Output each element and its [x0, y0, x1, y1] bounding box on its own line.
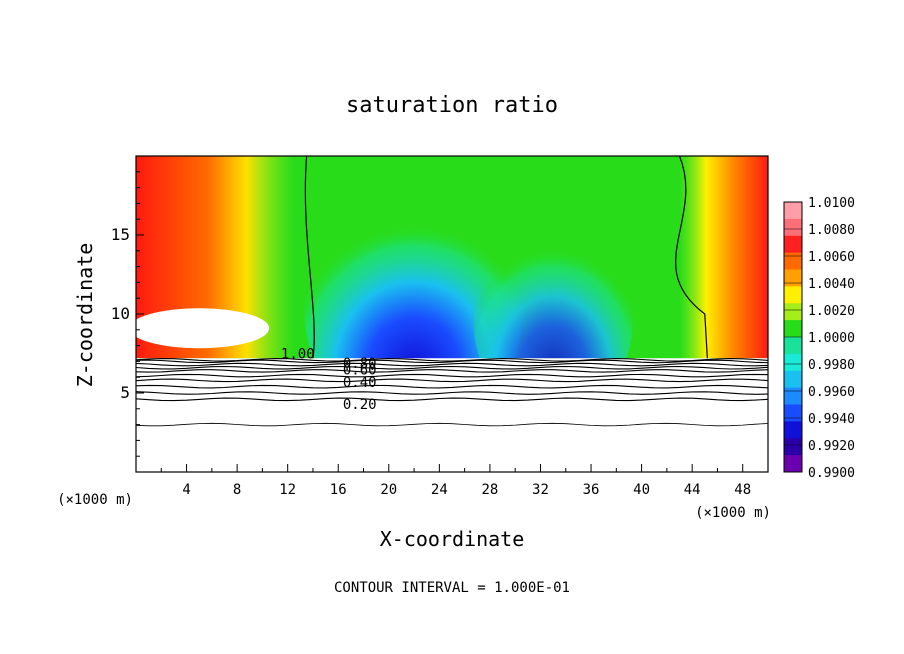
- y-tick-label: 15: [111, 225, 130, 244]
- warm-region-right: [679, 156, 768, 359]
- x-tick-label: 48: [734, 482, 751, 498]
- x-tick-label: 44: [684, 482, 701, 498]
- x-unit-label-right: (×1000 m): [695, 505, 771, 521]
- x-tick-label: 12: [279, 482, 296, 498]
- contour-line: [136, 397, 768, 402]
- x-axis-label: X-coordinate: [380, 527, 525, 551]
- colorbar-label: 0.9920: [808, 439, 855, 454]
- colorbar-label: 0.9940: [808, 412, 855, 427]
- colorbar-swatch: [784, 320, 802, 338]
- colorbar-label: 0.9980: [808, 358, 855, 373]
- contour-interval-note: CONTOUR INTERVAL = 1.000E-01: [334, 580, 570, 596]
- colorbar-swatch: [784, 404, 802, 422]
- colorbar-label: 0.9960: [808, 385, 855, 400]
- contour-line: [136, 373, 768, 378]
- x-tick-label: 20: [380, 482, 397, 498]
- contour-line: [136, 359, 768, 364]
- x-tick-label: 4: [182, 482, 190, 498]
- colorbar-label: 1.0080: [808, 223, 855, 238]
- x-tick-label: 36: [583, 482, 600, 498]
- colorbar-label: 0.9900: [808, 466, 855, 481]
- colorbar-label: 1.0020: [808, 304, 855, 319]
- colorbar-swatch: [784, 202, 802, 220]
- colorbar-swatch: [784, 421, 802, 439]
- x-tick-label: 28: [481, 482, 498, 498]
- contour-line: [136, 391, 768, 395]
- clear-region-left: [136, 308, 270, 349]
- x-tick-label: 16: [330, 482, 347, 498]
- contour-line: [136, 384, 768, 389]
- colorbar-swatch: [784, 353, 802, 372]
- colorbar-swatch: [784, 286, 802, 304]
- x-tick-label: 24: [431, 482, 448, 498]
- colorbar-label: 1.0100: [808, 196, 855, 211]
- plot-area: [136, 156, 768, 472]
- y-tick-label: 10: [111, 304, 130, 323]
- colorbar-labels: 1.0100 1.0080 1.0060 1.0040 1.0020 1.0000 0.99…: [784, 196, 855, 481]
- contour-line: [136, 362, 768, 367]
- x-tick-label: 32: [532, 482, 549, 498]
- colorbar-label: 1.0040: [808, 277, 855, 292]
- x-tick-label: 8: [233, 482, 241, 498]
- contour-label: 0.20: [343, 397, 377, 413]
- contour-line: [136, 378, 768, 383]
- contour-label: 1.00: [281, 347, 315, 363]
- contour-label: 0.60: [343, 362, 377, 378]
- contour-labels: 1.00 0.800.600.40 0.20: [281, 347, 377, 414]
- contour-lines: [136, 156, 768, 427]
- colorbar-swatch: [784, 252, 802, 270]
- contour-label: 0.40: [343, 375, 377, 391]
- colorbar-swatch: [784, 455, 802, 473]
- contour-line: [136, 422, 768, 427]
- x-unit-label-left: (×1000 m): [57, 492, 133, 508]
- y-axis-label: Z-coordinate: [73, 243, 97, 388]
- colorbar-label: 1.0060: [808, 250, 855, 265]
- x-tick-label: 40: [633, 482, 650, 498]
- colorbar-swatch: [784, 370, 802, 389]
- contour-line-unity-right: [675, 156, 708, 359]
- colorbar-swatch: [784, 218, 802, 237]
- contour-line: [136, 369, 768, 373]
- x-axis-ticks: 4 8 12 16 20 24 28 32 36 40 44 48: [160, 464, 751, 498]
- contour-line-unity-left: [304, 156, 315, 359]
- colorbar-swatch: [784, 387, 802, 405]
- colorbar-swatch: [784, 269, 802, 287]
- colorbar-swatch: [784, 303, 802, 321]
- y-axis-ticks: 5 10 15: [111, 171, 144, 457]
- contour-line: [136, 365, 768, 370]
- colorbar-label: 1.0000: [808, 331, 855, 346]
- colorbar-swatch: [784, 235, 802, 254]
- contour-label: 0.80: [343, 356, 377, 372]
- chart-title: saturation ratio: [346, 93, 558, 118]
- y-tick-label: 5: [120, 383, 130, 402]
- colorbar-swatch: [784, 337, 802, 355]
- colorbar-swatch: [784, 438, 802, 456]
